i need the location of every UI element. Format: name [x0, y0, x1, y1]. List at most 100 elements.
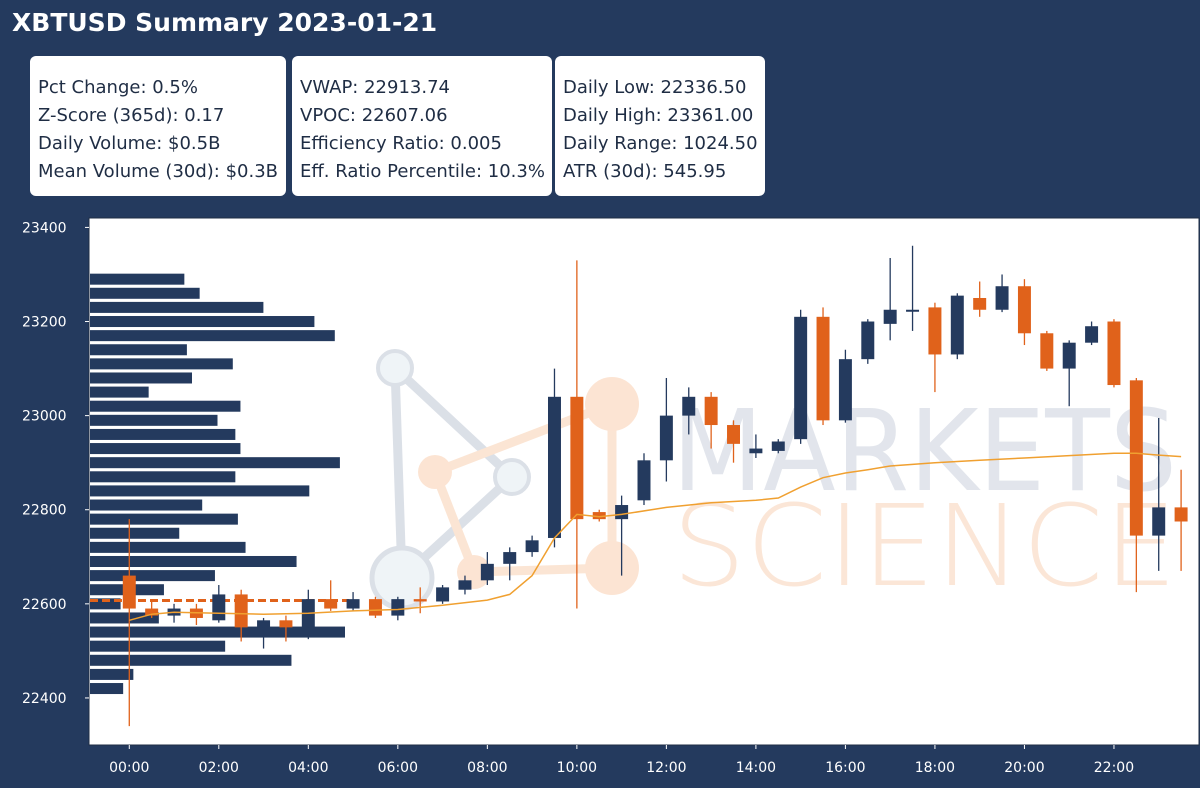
candle	[1062, 340, 1076, 407]
volume-profile-bar	[90, 471, 236, 483]
x-tick-label: 14:00	[736, 760, 776, 776]
candle	[346, 592, 360, 611]
candle-body	[234, 594, 248, 628]
candle-body	[973, 297, 987, 310]
candle-body	[704, 396, 718, 426]
candle-body	[906, 309, 920, 312]
stat-eff-ratio-percentile: Eff. Ratio Percentile: 10.3%	[300, 161, 545, 182]
watermark-logo-icon	[369, 349, 639, 611]
candle	[413, 587, 427, 614]
candle-body	[659, 415, 673, 461]
stat-pct-change: Pct Change: 0.5%	[38, 77, 198, 98]
candle	[771, 439, 785, 454]
stats-box-vwap: VWAP: 22913.74 VPOC: 22607.06 Efficiency…	[292, 56, 552, 196]
candle-body	[1152, 507, 1166, 536]
candle	[973, 281, 987, 317]
candle-body	[413, 599, 427, 602]
stat-daily-volume: Daily Volume: $0.5B	[38, 133, 221, 154]
candle-body	[1017, 286, 1031, 334]
x-tick-label: 08:00	[467, 760, 507, 776]
stat-efficiency-ratio: Efficiency Ratio: 0.005	[300, 133, 502, 154]
candle-body	[771, 441, 785, 451]
x-tick-label: 12:00	[646, 760, 686, 776]
candle	[883, 257, 897, 341]
y-tick-label: 22400	[22, 691, 67, 707]
candle	[1107, 319, 1121, 388]
candle-body	[749, 448, 763, 454]
volume-profile-bar	[90, 316, 315, 328]
volume-profile-bar	[90, 541, 246, 553]
candle	[1085, 321, 1099, 346]
volume-profile-bar	[90, 626, 345, 638]
candle	[480, 552, 494, 586]
candle	[861, 319, 875, 364]
candle-body	[458, 580, 472, 590]
candle	[547, 368, 561, 548]
candle	[122, 519, 136, 727]
candle-body	[279, 620, 293, 628]
candle-body	[727, 425, 741, 444]
volume-profile-bar	[90, 386, 149, 398]
candle	[1174, 469, 1188, 571]
candle	[794, 309, 808, 444]
candle	[682, 387, 696, 435]
candle	[816, 307, 830, 426]
candle-body	[391, 599, 405, 616]
y-tick-label: 22800	[22, 503, 67, 519]
stats-box-volume: Pct Change: 0.5% Z-Score (365d): 0.17 Da…	[30, 56, 286, 196]
candle	[525, 535, 539, 557]
candle-body	[1129, 380, 1143, 536]
candle	[637, 453, 651, 506]
watermark-word-science: SCIENCE	[672, 482, 1177, 612]
volume-profile-bar	[90, 273, 185, 285]
candle	[928, 302, 942, 393]
candle-body	[257, 620, 271, 628]
candle	[749, 434, 763, 458]
x-tick-label: 18:00	[915, 760, 955, 776]
volume-profile-bar	[90, 358, 233, 370]
candle-body	[928, 307, 942, 355]
candle-body	[547, 396, 561, 538]
volume-profile-bar	[90, 287, 200, 299]
candle	[436, 585, 450, 604]
chart-title: XBTUSD Summary 2023-01-21	[12, 8, 438, 37]
candle	[279, 615, 293, 642]
volume-profile-bar	[90, 612, 159, 624]
y-axis: 22400 22600 22800 23000 23200 23400	[22, 220, 89, 707]
volume-profile-bar	[90, 414, 218, 426]
stat-vpoc: VPOC: 22607.06	[300, 105, 448, 126]
candle	[391, 596, 405, 621]
volume-profile-bar	[90, 668, 134, 680]
candle-body	[212, 594, 226, 621]
volume-profile-bar	[90, 570, 215, 582]
candle	[659, 377, 673, 482]
candle-body	[615, 505, 629, 520]
x-tick-label: 16:00	[825, 760, 865, 776]
stat-vwap: VWAP: 22913.74	[300, 77, 450, 98]
candle-body	[1174, 507, 1188, 522]
candle	[615, 495, 629, 576]
candle-body	[995, 286, 1009, 310]
candle	[704, 392, 718, 449]
stat-mean-volume: Mean Volume (30d): $0.3B	[38, 161, 279, 182]
candle-body	[122, 575, 136, 609]
volume-profile-bar	[90, 513, 238, 525]
candle	[234, 589, 248, 642]
candle	[257, 617, 271, 649]
candle	[950, 293, 964, 360]
volume-profile-bar	[90, 598, 121, 610]
candle	[503, 547, 517, 581]
candle	[458, 575, 472, 595]
x-tick-label: 04:00	[288, 760, 328, 776]
candle-body	[1085, 326, 1099, 343]
y-tick-label: 23400	[22, 220, 67, 236]
candle-body	[436, 587, 450, 602]
volume-profile-bar	[90, 640, 226, 652]
candle-body	[503, 552, 517, 564]
x-tick-label: 22:00	[1094, 760, 1134, 776]
x-tick-label: 00:00	[109, 760, 149, 776]
candle-body	[1040, 333, 1054, 369]
candle-body	[480, 563, 494, 581]
candle-body	[1107, 321, 1121, 386]
y-tick-label: 23000	[22, 409, 67, 425]
